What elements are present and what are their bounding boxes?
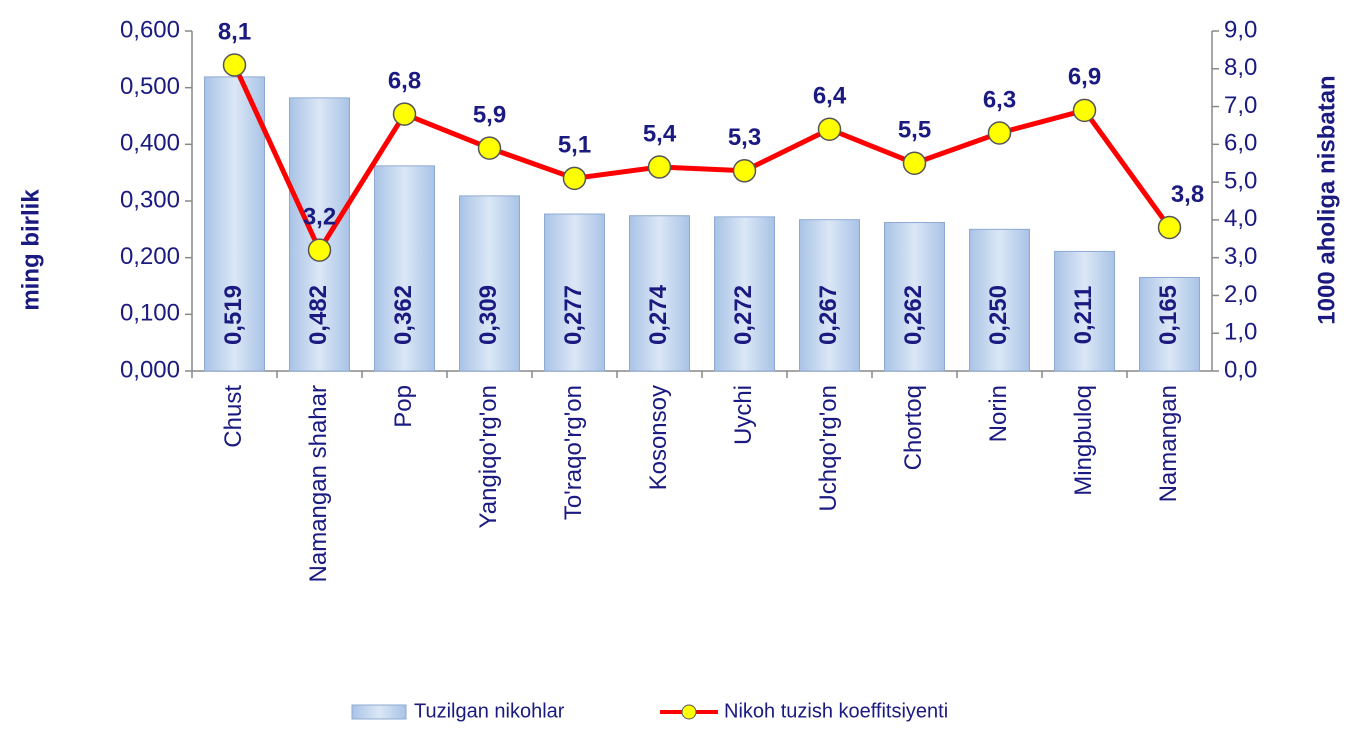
y-tick-label: 0,400 [120,130,180,157]
x-tick-label: Kosonsoy [645,385,672,490]
bar [459,195,520,372]
y2-tick-label: 6,0 [1224,130,1257,157]
bar-value-label: 0,262 [900,285,927,345]
y-tick-label: 0,500 [120,73,180,100]
bar [714,216,775,372]
bar [884,222,945,372]
x-tick-label: Namangan shahar [305,385,332,582]
bar [544,213,605,372]
bar [204,76,265,372]
line-value-label: 3,2 [303,203,336,230]
bar-value-label: 0,267 [815,285,842,345]
y2-tick-label: 3,0 [1224,243,1257,270]
line-value-label: 3,8 [1171,181,1204,208]
x-tick-label: Yangiqo'rg'on [475,385,502,529]
legend-label: Tuzilgan nikohlar [414,700,565,722]
bar-value-label: 0,272 [730,285,757,345]
y2-axis-label: 1000 aholiga nisbatan [1313,75,1340,324]
y-tick-label: 0,100 [120,300,180,327]
y-tick-label: 0,200 [120,243,180,270]
x-tick-label: To'raqo'rg'on [560,385,587,520]
x-tick-label: Pop [390,385,417,428]
x-tick-label: Chortoq [900,385,927,470]
line [232,63,1172,256]
y2-tick-label: 4,0 [1224,205,1257,232]
bar [374,165,435,372]
legend-label: Nikoh tuzish koeffitsiyenti [724,700,948,722]
line-value-label: 6,4 [813,83,847,110]
bar-value-label: 0,519 [220,285,247,345]
bar [1139,277,1200,372]
line-value-label: 6,3 [983,86,1016,113]
marker [987,121,1012,145]
line-value-label: 5,1 [558,132,591,159]
y2-tick-label: 9,0 [1224,16,1257,43]
bar [799,219,860,372]
x-tick-label: Norin [985,385,1012,442]
bar [289,97,350,372]
line-value-label: 5,5 [898,117,931,144]
x-tick-label: Namangan [1155,385,1182,502]
y2-tick-label: 7,0 [1224,92,1257,119]
marker [647,155,672,179]
line-value-label: 6,9 [1068,64,1101,91]
y-tick-label: 0,300 [120,186,180,213]
legend-swatch [351,704,407,720]
x-tick-label: Chust [220,385,247,448]
marker [902,151,927,175]
marker [562,166,587,191]
bar-value-label: 0,362 [390,285,417,345]
bar [969,228,1030,372]
y-axis-label: ming birlik [17,189,44,311]
line-value-label: 6,8 [388,67,421,94]
bar-value-label: 0,211 [1070,286,1097,345]
y2-tick-label: 1,0 [1224,319,1257,346]
y2-tick-label: 0,0 [1224,356,1257,383]
x-tick-label: Mingbuloq [1070,385,1097,496]
marker [1157,215,1182,240]
bar-value-label: 0,309 [475,285,502,345]
line-value-label: 5,3 [728,124,761,151]
bar-value-label: 0,250 [985,285,1012,345]
marker [477,136,502,160]
marker [732,159,757,183]
bar-value-label: 0,274 [645,284,672,345]
marker [1072,98,1097,123]
legend-swatch [681,704,697,720]
y2-tick-label: 8,0 [1224,54,1257,81]
bar-value-label: 0,482 [305,285,332,345]
x-tick-label: Uychi [730,385,757,445]
x-tick-label: Uchqo'rg'on [815,385,842,512]
line-value-label: 8,1 [218,18,251,45]
bar-value-label: 0,165 [1155,285,1182,345]
bar [629,215,690,372]
y2-tick-label: 5,0 [1224,167,1257,194]
y2-tick-label: 2,0 [1224,281,1257,308]
marker [307,238,332,262]
y-tick-label: 0,000 [120,356,180,383]
marker [817,117,842,141]
line-value-label: 5,9 [473,101,506,128]
bar [1054,250,1115,372]
marker [392,102,417,126]
bar-value-label: 0,277 [560,285,587,345]
y-tick-label: 0,600 [120,16,180,43]
marker [222,53,247,77]
line-value-label: 5,4 [643,120,677,147]
